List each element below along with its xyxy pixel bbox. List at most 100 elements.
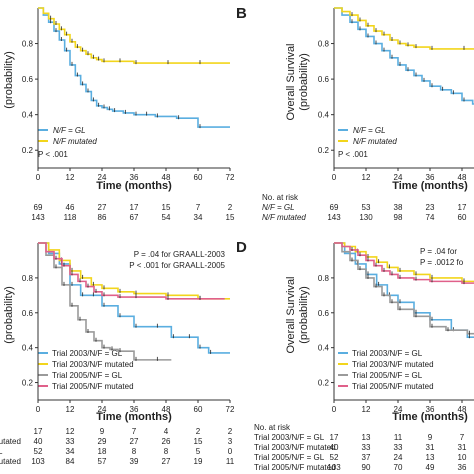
legend-c-2003mut-label: Trial 2003/N/F mutated [52,360,134,369]
risk-value-c: 8 [132,447,137,456]
legend-a-mut-label: N/F mutated [53,137,97,146]
risk-value-a: 54 [162,213,171,222]
risk-value-c: 3 [228,437,233,446]
legend-b-mut-label: N/F mutated [353,137,397,146]
risk-d-label-0: Trial 2003/N/F = GL [254,433,325,442]
risk-d-title: No. at risk [254,423,291,432]
risk-value-c: 12 [66,427,75,436]
legend-d-pvalue-1: P = .04 for [420,247,457,256]
risk-value-a: 46 [66,203,75,212]
risk-value-d: 17 [330,433,339,442]
risk-value-c: 27 [162,457,171,466]
x-tick-label-a: 0 [36,173,41,182]
risk-c-label-2: L [0,447,3,456]
risk-b-title: No. at risk [262,193,299,202]
x-tick-label-b: 24 [394,173,403,182]
y-tick-label-c: 0.4 [22,344,34,353]
risk-value-a: 118 [64,213,77,222]
series-a-1 [38,7,230,64]
risk-value-b: 74 [426,213,435,222]
risk-value-d: 13 [426,453,435,462]
legend-d-pvalue-2: P = .0012 fo [420,258,464,267]
risk-value-c: 84 [66,457,75,466]
risk-value-b: 69 [330,203,339,212]
legend-d-2005mut-label: Trial 2005/N/F mutated [352,382,434,391]
series-d-3 [334,242,474,284]
risk-value-c: 27 [130,437,139,446]
legend-c-pvalue-2: P < .001 for GRAALL-2005 [129,261,225,270]
risk-value-d: 9 [428,433,433,442]
ylabel-d-line2: (probability) [298,286,310,343]
risk-value-d: 7 [460,433,465,442]
ylabel-d-line1: Overall Survival [285,276,297,353]
series-a-0 [38,7,230,128]
risk-value-c: 19 [194,457,203,466]
risk-value-c: 17 [34,427,43,436]
risk-value-c: 18 [98,447,107,456]
risk-value-d: 103 [327,463,341,472]
legend-d-2005gl-label: Trial 2005/N/F = GL [352,371,423,380]
legend-d: P = .04 for P = .0012 fo Trial 2003/N/F … [338,247,464,391]
x-tick-label-c: 12 [66,405,75,414]
y-tick-label-b: 0.4 [318,111,330,120]
risk-value-d: 52 [330,453,339,462]
x-tick-label-c: 0 [36,405,41,414]
series-c-3 [38,242,225,300]
series-d-2 [334,242,474,335]
legend-c-pvalue-1: P = .04 for GRAALL-2003 [134,250,226,259]
risk-value-d: 31 [458,443,467,452]
risk-value-b: 98 [394,213,403,222]
ylabel-c: (probability) [3,286,15,343]
risk-value-d: 90 [362,463,371,472]
xlabel-c: Time (months) [96,411,172,423]
legend-c: P = .04 for GRAALL-2003 P < .001 for GRA… [38,250,226,391]
risk-value-b: 143 [327,213,341,222]
risk-value-c: 11 [226,457,235,466]
ylabel-a: (probability) [3,51,15,108]
y-tick-label-c: 0.6 [22,309,34,318]
risk-value-c: 2 [196,427,201,436]
risk-value-c: 7 [132,427,137,436]
y-tick-label-b: 0.2 [318,146,330,155]
x-tick-label-c: 36 [130,405,139,414]
xlabel-b: Time (months) [392,180,468,192]
risk-value-d: 36 [458,463,467,472]
risk-d-label-1: Trial 2003/N/F mutated [254,443,336,452]
x-tick-label-a: 36 [130,173,139,182]
risk-value-c: 4 [164,427,169,436]
risk-value-a: 86 [98,213,107,222]
y-tick-label-d: 0.8 [318,274,330,283]
legend-b-gl-label: N/F = GL [353,126,386,135]
y-tick-label-a: 0.6 [22,75,34,84]
legend-a-pvalue: P < .001 [38,150,68,159]
x-tick-label-a: 24 [98,173,107,182]
x-tick-label-d: 12 [362,405,371,414]
risk-value-c: 8 [164,447,169,456]
ylabel-b-line1: Overall Survival [285,43,297,120]
risk-value-b: 53 [362,203,371,212]
risk-value-c: 33 [66,437,75,446]
xlabel-d: Time (months) [392,411,468,423]
risk-value-a: 143 [31,213,45,222]
y-tick-label-c: 0.2 [22,379,34,388]
risk-d-label-2: Trial 2005/N/F = GL [254,453,325,462]
legend-d-2003mut-label: Trial 2003/N/F mutated [352,360,434,369]
ylabel-b-line2: (probability) [298,53,310,110]
legend-b-pvalue: P < .001 [338,150,368,159]
risk-value-a: 34 [194,213,203,222]
risk-c-label-3: mutated [0,457,21,466]
risk-value-c: 103 [31,457,45,466]
series-c-0 [38,242,230,354]
x-tick-label-b: 0 [332,173,337,182]
legend-b: N/F = GL N/F mutated P < .001 [338,126,397,159]
x-tick-label-a: 12 [66,173,75,182]
risk-value-d: 70 [394,463,403,472]
risk-value-c: 39 [130,457,139,466]
series-b-0 [334,7,474,105]
risk-value-a: 17 [130,203,139,212]
y-tick-label-c: 0.8 [22,274,34,283]
legend-c-2005gl-label: Trial 2005/N/F = GL [52,371,123,380]
risk-value-b: 60 [458,213,467,222]
risk-value-d: 37 [362,453,371,462]
